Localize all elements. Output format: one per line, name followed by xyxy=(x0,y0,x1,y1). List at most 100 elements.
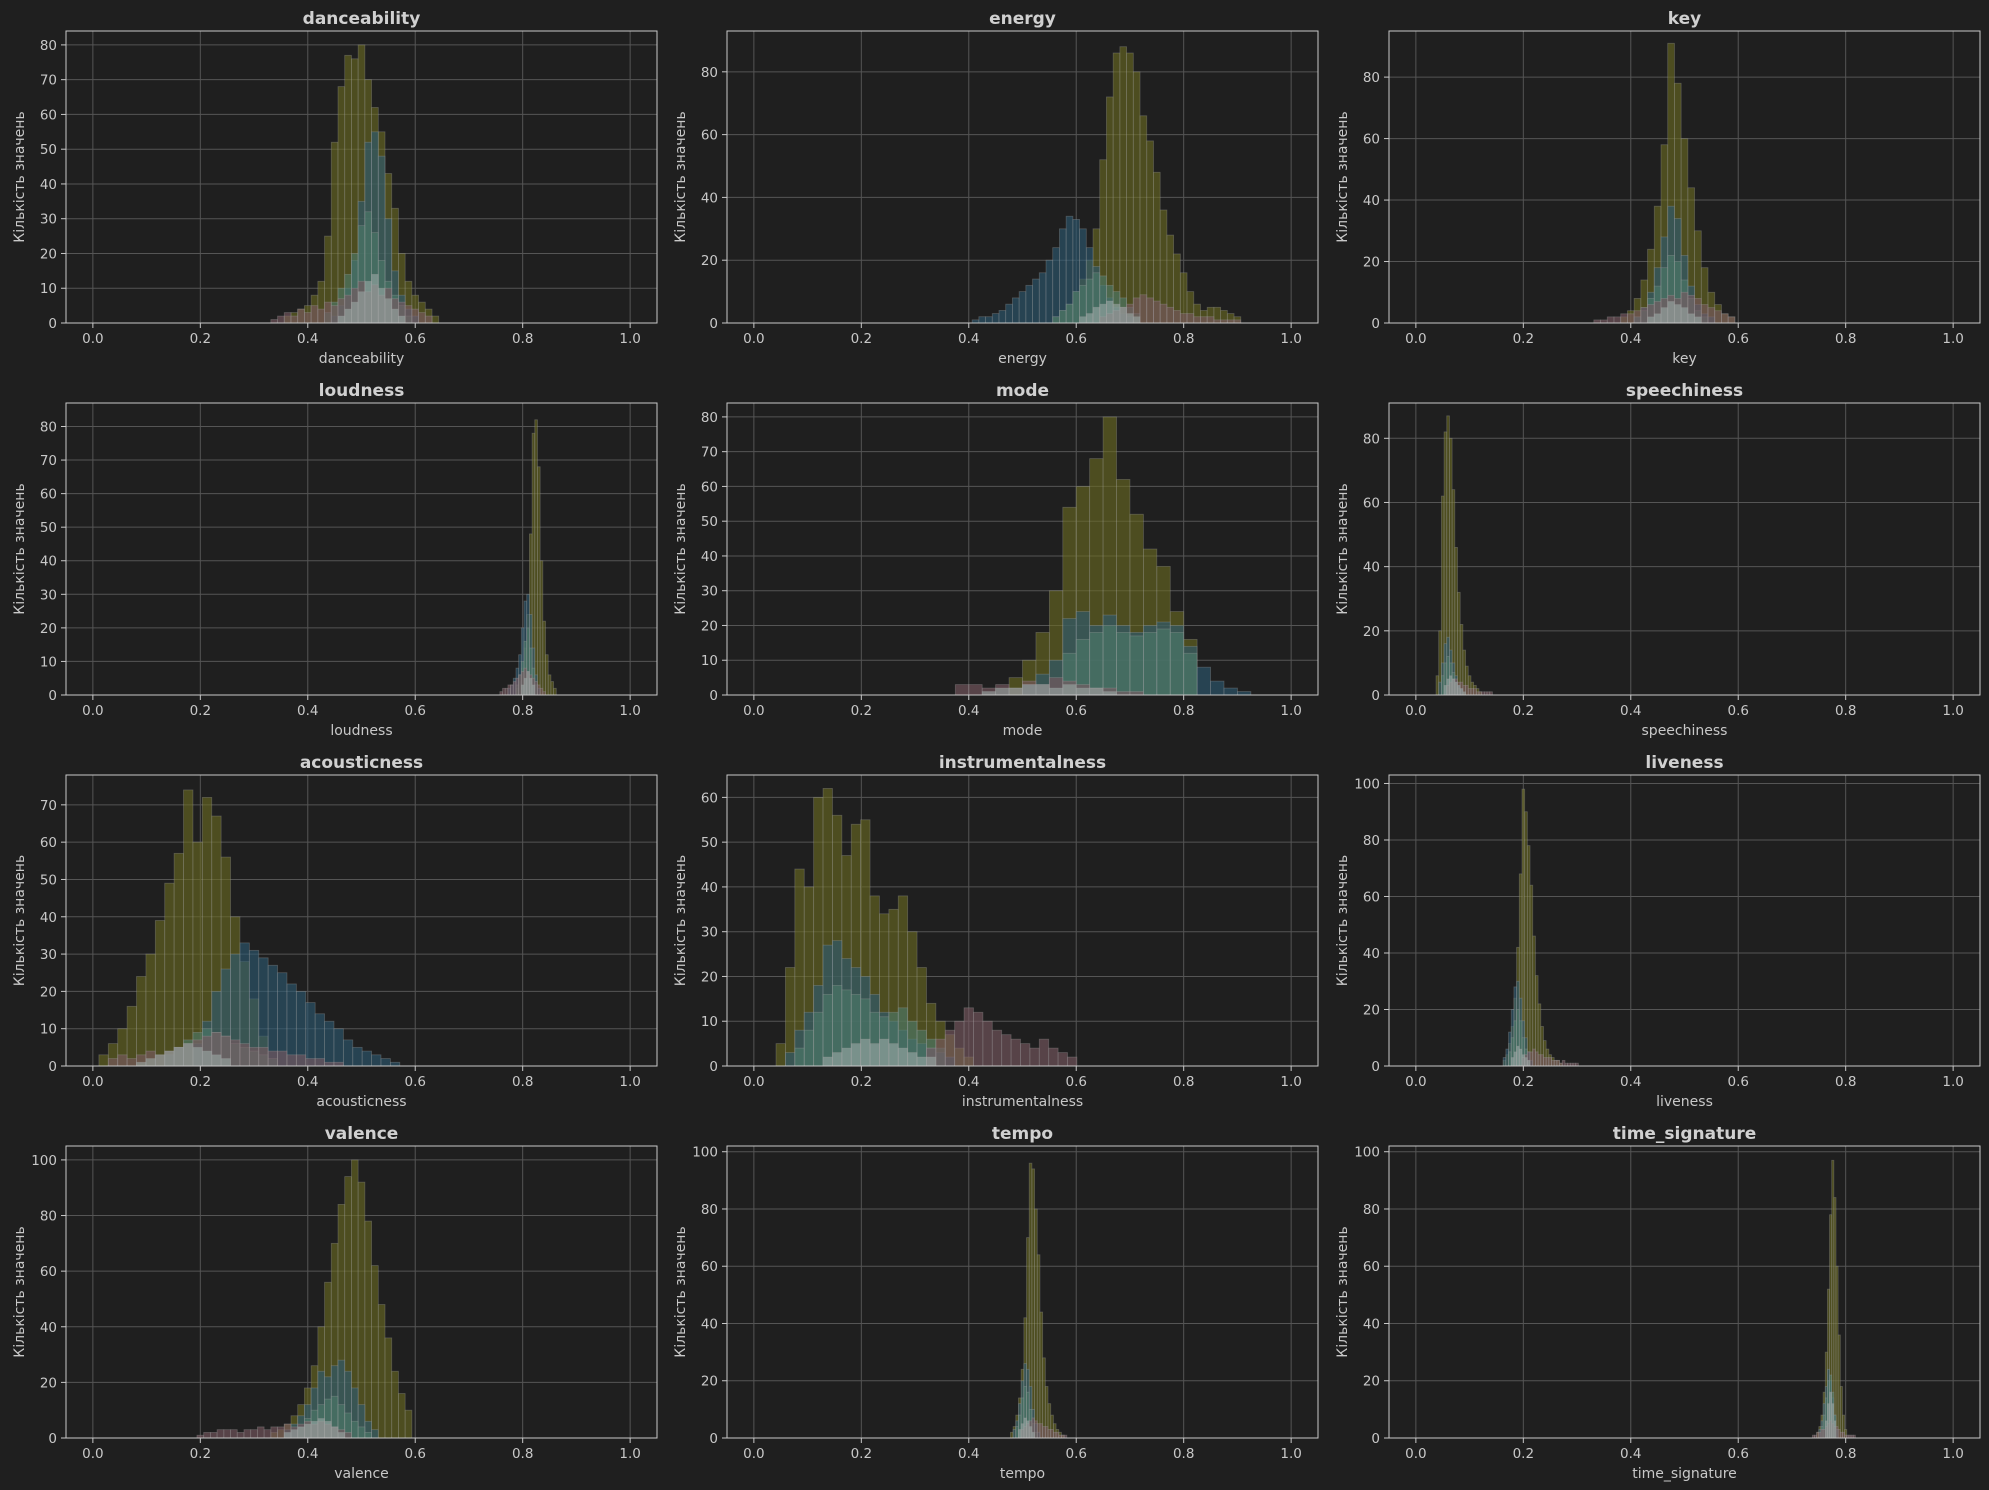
histogram-bar xyxy=(822,1056,833,1067)
y-tick-label: 50 xyxy=(40,142,57,158)
histogram-bar xyxy=(542,620,546,696)
x-axis-label: speechiness xyxy=(1642,723,1728,739)
histogram-bar xyxy=(1116,632,1131,696)
x-axis-label: acousticness xyxy=(316,1094,406,1110)
histogram-bar xyxy=(539,687,544,696)
histogram-bar xyxy=(398,1393,406,1439)
histogram-bar xyxy=(351,301,359,324)
y-axis-label: Кількість значень xyxy=(12,483,28,614)
histogram-bar xyxy=(1139,115,1148,324)
histogram-bar xyxy=(337,86,346,324)
histogram-bar xyxy=(1038,1038,1050,1067)
histogram-bar xyxy=(850,1043,862,1067)
histogram-bar xyxy=(310,1420,319,1439)
x-tick-label: 0.0 xyxy=(82,1074,103,1090)
histogram-bar xyxy=(248,1046,260,1067)
histogram-bar xyxy=(1543,1057,1547,1067)
x-tick-label: 0.8 xyxy=(1835,331,1856,347)
histogram-bar xyxy=(1179,313,1188,324)
y-tick-label: 30 xyxy=(701,584,718,600)
histogram-bar xyxy=(981,691,997,696)
y-tick-label: 10 xyxy=(40,1022,57,1038)
y-tick-label: 100 xyxy=(1354,1145,1380,1161)
y-tick-label: 0 xyxy=(709,316,718,332)
histogram-bar xyxy=(1727,316,1736,324)
histogram-bar xyxy=(785,967,796,1067)
histogram-bar xyxy=(1052,247,1060,324)
histogram-bar xyxy=(211,1054,222,1067)
histogram-bar xyxy=(1102,691,1117,696)
histogram-bar xyxy=(1020,1043,1031,1067)
y-tick-label: 20 xyxy=(1363,255,1380,271)
x-tick-label: 1.0 xyxy=(1280,331,1301,347)
histogram-bar xyxy=(1223,687,1238,696)
series-olive xyxy=(1435,415,1483,696)
histogram-bar xyxy=(1524,1057,1528,1067)
histogram-bar xyxy=(907,1052,918,1067)
histogram-bar xyxy=(317,1418,325,1439)
axes-frame xyxy=(726,30,1319,324)
y-tick-label: 50 xyxy=(701,514,718,530)
histogram-bar xyxy=(1092,306,1101,324)
histogram-bar xyxy=(504,687,509,696)
histogram-bar xyxy=(1454,546,1458,696)
y-tick-label: 10 xyxy=(40,281,57,297)
histogram-bar xyxy=(270,319,278,324)
x-tick-label: 0.2 xyxy=(851,331,872,347)
plot-area xyxy=(66,403,657,695)
histogram-bar xyxy=(1526,845,1531,1067)
histogram-bar xyxy=(1012,1429,1017,1439)
histogram-bar xyxy=(404,305,413,324)
histogram-bar xyxy=(550,681,554,696)
histogram-bar xyxy=(1440,675,1445,696)
subplot-title: instrumentalness xyxy=(939,753,1106,773)
histogram-bar xyxy=(1647,316,1655,324)
histogram-bar xyxy=(342,1039,354,1067)
histogram-bar xyxy=(398,315,406,324)
histogram-bar xyxy=(978,316,986,324)
axes-frame xyxy=(726,774,1319,1067)
histogram-bar xyxy=(333,1028,344,1067)
x-tick-label: 0.0 xyxy=(743,703,764,719)
x-axis-label: valence xyxy=(334,1466,389,1482)
histogram-bar xyxy=(126,1005,137,1067)
x-axis-label: time_signature xyxy=(1632,1466,1737,1482)
histogram-bar xyxy=(1062,684,1077,696)
x-tick-label: 0.8 xyxy=(1173,1446,1194,1462)
histogram-bar xyxy=(297,1426,305,1439)
histogram-bar xyxy=(117,1054,128,1067)
histogram-bar xyxy=(1052,316,1060,324)
x-tick-label: 0.0 xyxy=(743,1446,764,1462)
histogram-bar xyxy=(411,308,419,324)
histogram-bar xyxy=(1606,316,1615,324)
histogram-bar xyxy=(380,1058,391,1067)
histogram-bar xyxy=(1139,294,1148,324)
x-tick-label: 0.4 xyxy=(958,703,979,719)
histogram-bar xyxy=(1166,306,1175,324)
x-tick-label: 0.6 xyxy=(1065,1446,1086,1462)
y-tick-label: 0 xyxy=(709,1059,718,1075)
y-tick-label: 20 xyxy=(40,246,57,262)
y-axis-label: Кількість значень xyxy=(673,1226,689,1357)
y-axis-label: Кількість значень xyxy=(12,1226,28,1357)
subplot-mode: 0.0 0.2 0.4 0.6 0.8 1.0 0 10 20 30 40 50 60 70 80 mode m… xyxy=(673,381,1319,739)
histogram-bar xyxy=(1210,680,1225,696)
histogram-bar xyxy=(136,1061,147,1067)
histogram-bar xyxy=(1008,687,1023,696)
subplot-liveness: 0.0 0.2 0.4 0.6 0.8 1.0 0 20 40 60 80 100 liveness li… xyxy=(1335,753,1981,1110)
x-tick-label: 1.0 xyxy=(1942,1446,1963,1462)
y-axis-label: Кількість значень xyxy=(673,855,689,986)
histogram-bar xyxy=(1116,691,1131,696)
histogram-bar xyxy=(534,419,538,696)
x-tick-label: 0.8 xyxy=(512,703,533,719)
histogram-bar xyxy=(841,1047,852,1067)
x-tick-label: 0.4 xyxy=(958,331,979,347)
histogram-bar xyxy=(371,1054,382,1067)
x-tick-label: 0.2 xyxy=(851,703,872,719)
y-tick-label: 30 xyxy=(40,947,57,963)
histogram-bar xyxy=(507,684,511,696)
y-tick-label: 60 xyxy=(1363,495,1380,511)
series-light xyxy=(822,1038,937,1067)
x-axis-label: key xyxy=(1672,351,1697,367)
x-axis-label: energy xyxy=(998,351,1047,367)
